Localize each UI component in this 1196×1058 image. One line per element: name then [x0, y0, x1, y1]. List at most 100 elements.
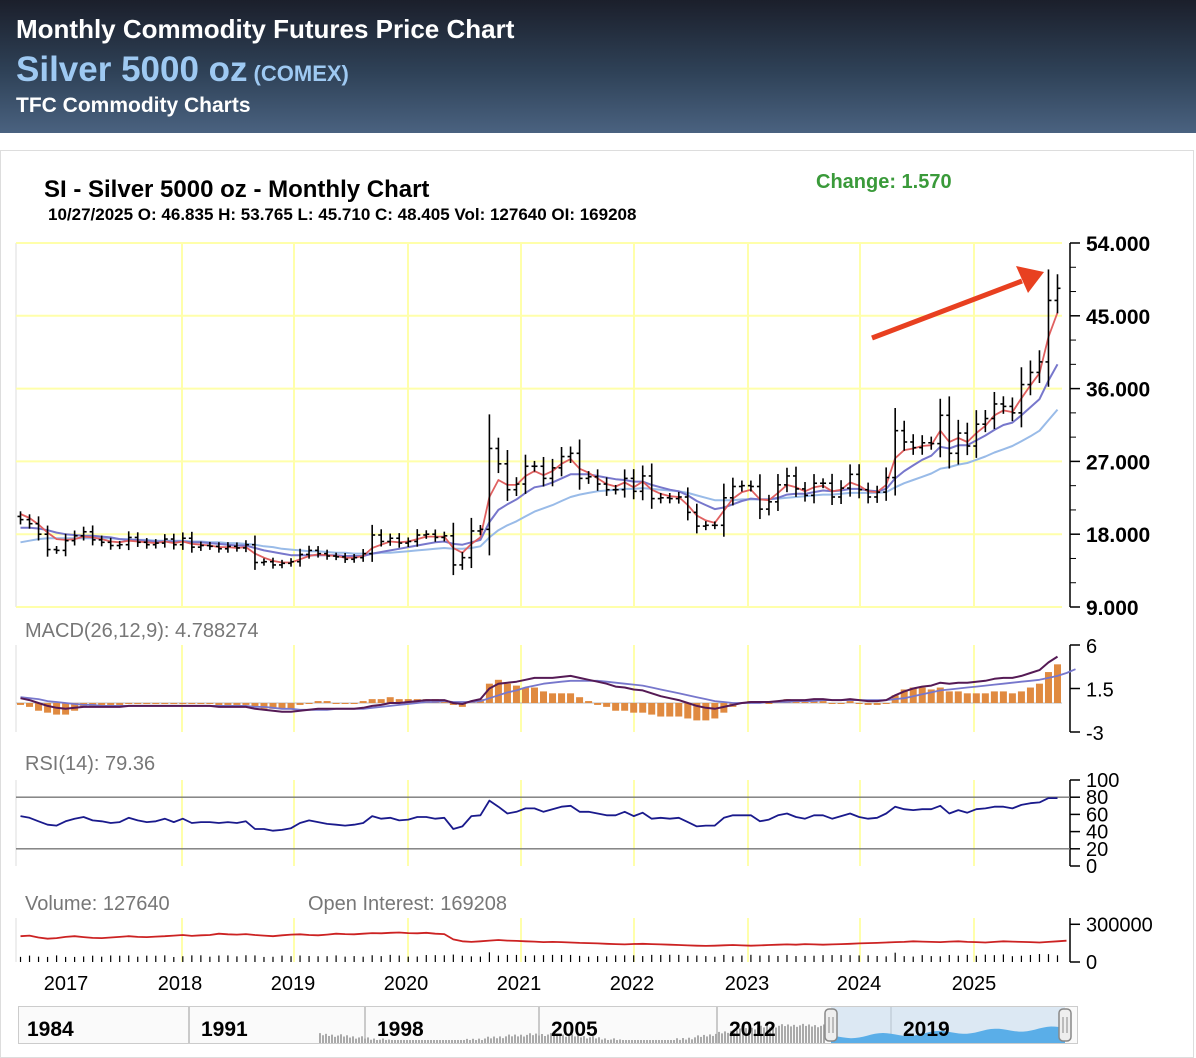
navigator-history-bar	[472, 1038, 474, 1043]
navigator-history-bar	[535, 1033, 537, 1043]
navigator-history-bar	[517, 1036, 519, 1043]
macd-hist-bar	[882, 703, 890, 704]
x-axis-label: 2023	[725, 973, 770, 995]
x-axis-label: 2021	[497, 973, 542, 995]
volume-label: Volume: 127640	[25, 893, 170, 915]
macd-hist-bar	[945, 691, 953, 703]
navigator-history-bar	[523, 1036, 525, 1043]
navigator-history-bar	[745, 1028, 747, 1043]
navigator-history-bar	[499, 1036, 501, 1043]
macd-hist-bar	[909, 687, 917, 703]
navigator-history-bar	[700, 1036, 702, 1043]
y-tick-label: 36.000	[1086, 379, 1150, 402]
navigator-history-bar	[457, 1040, 459, 1043]
navigator-history-bar	[805, 1025, 807, 1043]
macd-hist-bar	[999, 691, 1007, 703]
rsi-y-tick-label: 100	[1086, 770, 1119, 792]
price-chart-area[interactable]: SI - Silver 5000 oz - Monthly Chart 10/2…	[0, 150, 1196, 1058]
macd-hist-bar	[224, 703, 232, 705]
navigator-history-bar	[388, 1039, 390, 1043]
navigator-history-bar	[361, 1036, 363, 1043]
navigator-history-bar	[430, 1040, 432, 1043]
y-tick-label: 27.000	[1086, 451, 1150, 474]
navigator-history-bar	[757, 1027, 759, 1043]
navigator-history-bar	[514, 1034, 516, 1043]
navigator-history-bar	[730, 1030, 732, 1043]
navigator-year-label: 2012	[729, 1018, 776, 1041]
macd-hist-bar	[377, 699, 385, 703]
navigator-history-bar	[328, 1035, 330, 1043]
navigator-history-bar	[520, 1034, 522, 1043]
y-tick-label: 9.000	[1086, 597, 1139, 620]
macd-hist-bar	[1044, 672, 1052, 703]
x-axis-label: 2017	[44, 973, 89, 995]
navigator-history-bar	[400, 1040, 402, 1043]
macd-hist-bar	[873, 703, 881, 705]
macd-hist-bar	[846, 701, 854, 703]
navigator-history-bar	[658, 1040, 660, 1043]
navigator-history-bar	[580, 1037, 582, 1043]
macd-hist-bar	[521, 687, 529, 703]
macd-hist-bar	[314, 701, 322, 703]
macd-hist-bar	[494, 679, 502, 703]
grid-layer	[15, 243, 1071, 962]
navigator-history-bar	[394, 1040, 396, 1043]
macd-hist-bar	[1026, 687, 1034, 703]
macd-hist-bar	[197, 703, 205, 704]
navigator-history-bar	[505, 1036, 507, 1043]
ma-fast-line	[20, 312, 1059, 564]
macd-label: MACD(26,12,9): 4.788274	[25, 620, 258, 642]
macd-hist-bar	[251, 703, 259, 707]
range-navigator[interactable]: 1984 1991 1998 2005 2012 2019	[18, 1006, 1078, 1044]
macd-hist-bar	[675, 703, 683, 717]
navigator-history-bar	[619, 1039, 621, 1043]
macd-hist-bar	[801, 701, 809, 703]
navigator-history-bar	[721, 1033, 723, 1043]
navigator-history-bar	[322, 1035, 324, 1043]
navigator-history-bar	[775, 1027, 777, 1043]
macd-layer: 6 1.5 -3	[16, 636, 1114, 745]
navigator-history-bar	[769, 1027, 771, 1043]
macd-hist-bar	[1017, 691, 1025, 703]
navigator-history-bar	[436, 1040, 438, 1043]
navigator-history-bar	[631, 1040, 633, 1043]
x-axis-label: 2019	[271, 973, 316, 995]
x-axis-label: 2025	[952, 973, 997, 995]
navigator-history-bar	[550, 1033, 552, 1043]
navigator-year-label: 1991	[201, 1018, 248, 1041]
navigator-history-bar	[811, 1026, 813, 1043]
macd-hist-bar	[143, 703, 151, 704]
macd-hist-bar	[954, 691, 962, 703]
navigator-history-bar	[391, 1040, 393, 1043]
y-tick-label: 45.000	[1086, 306, 1150, 329]
navigator-history-bar	[679, 1039, 681, 1043]
navigator-history-bar	[604, 1038, 606, 1043]
macd-hist-bar	[242, 703, 250, 705]
navigator-history-bar	[460, 1040, 462, 1043]
navigator-history-bar	[343, 1036, 345, 1043]
navigator-history-bar	[763, 1027, 765, 1043]
navigator-history-bar	[553, 1035, 555, 1043]
navigator-history-bar	[454, 1040, 456, 1043]
navigator-history-bar	[418, 1040, 420, 1043]
macd-hist-bar	[765, 703, 773, 704]
navigator-history-bar	[688, 1037, 690, 1043]
page-header: Monthly Commodity Futures Price Chart Si…	[0, 0, 1196, 133]
navigator-history-bar	[793, 1024, 795, 1043]
navigator-history-bar	[697, 1035, 699, 1043]
navigator-history-bar	[823, 1024, 825, 1043]
navigator-history-bar	[802, 1023, 804, 1043]
macd-hist-bar	[287, 703, 295, 709]
macd-hist-bar	[603, 703, 611, 707]
navigator-history-bar	[439, 1040, 441, 1043]
macd-hist-bar	[98, 703, 106, 705]
navigator-history-bar	[511, 1036, 513, 1043]
macd-hist-bar	[540, 691, 548, 703]
navigator-year-label: 2005	[551, 1018, 598, 1041]
macd-hist-bar	[792, 701, 800, 703]
exchange-name: (COMEX)	[253, 61, 349, 86]
macd-hist-bar	[269, 703, 277, 709]
navigator-history-bar	[727, 1032, 729, 1043]
macd-hist-bar	[530, 687, 538, 703]
